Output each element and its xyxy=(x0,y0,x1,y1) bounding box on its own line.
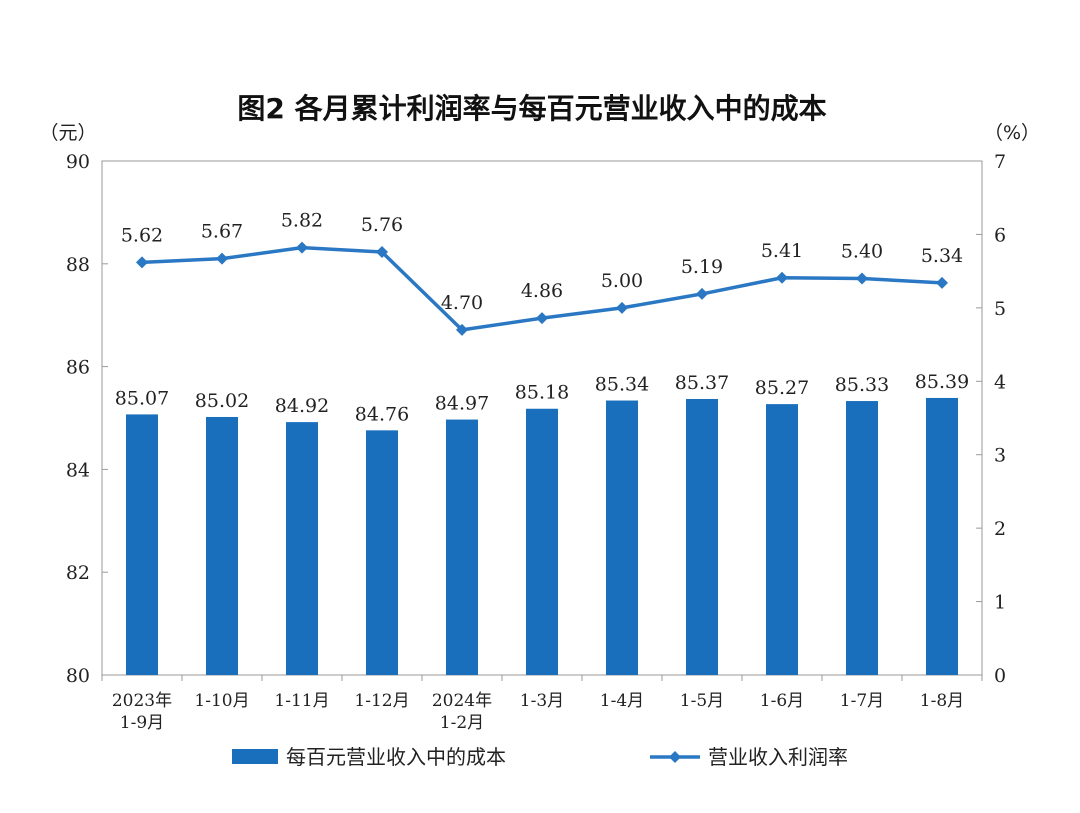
bar xyxy=(126,414,158,675)
x-axis-tick-label: 1-8月 xyxy=(920,691,964,711)
legend: 每百元营业收入中的成本 营业收入利润率 xyxy=(232,745,848,769)
line-value-label: 5.34 xyxy=(921,245,963,267)
x-axis-tick-label: 1-11月 xyxy=(274,691,329,711)
legend-bar-label: 每百元营业收入中的成本 xyxy=(286,745,506,769)
x-axis-tick-label: 1-3月 xyxy=(520,691,564,711)
x-axis-tick-label: 1-9月 xyxy=(120,713,164,733)
line-marker xyxy=(696,287,708,300)
bar-value-label: 85.39 xyxy=(915,371,969,393)
line-marker xyxy=(616,301,628,314)
right-axis-tick-label: 1 xyxy=(994,592,1006,614)
bar xyxy=(206,416,238,675)
x-axis-tick-label: 2023年 xyxy=(112,691,172,711)
bar-value-label: 85.34 xyxy=(595,374,649,396)
line-marker xyxy=(776,271,788,284)
x-axis-tick-label: 1-4月 xyxy=(600,691,644,711)
chart-title: 图2 各月累计利润率与每百元营业收入中的成本 xyxy=(237,92,826,125)
line-value-label: 5.41 xyxy=(761,240,803,262)
left-axis-tick-label: 84 xyxy=(66,459,90,481)
line-marker xyxy=(136,256,148,269)
legend-line-marker xyxy=(669,751,681,763)
bar xyxy=(926,397,958,675)
line-value-label: 5.76 xyxy=(361,214,403,236)
bar-series: 85.07 85.02 84.92 84.76 84.97 85.18 85.34 85.37… xyxy=(115,371,969,675)
line-marker xyxy=(376,246,388,259)
legend-bar-swatch xyxy=(232,749,278,764)
line-marker xyxy=(536,312,548,325)
line-value-label: 5.67 xyxy=(201,221,243,243)
right-axis-tick-label: 7 xyxy=(994,151,1006,173)
line-value-label: 5.40 xyxy=(841,240,883,262)
bar-value-label: 84.97 xyxy=(435,393,489,415)
right-axis-tick-label: 6 xyxy=(994,224,1006,246)
left-axis-tick-label: 86 xyxy=(66,357,90,379)
bar xyxy=(286,422,318,675)
x-axis-tick-label: 2024年 xyxy=(432,691,492,711)
legend-line-label: 营业收入利润率 xyxy=(708,745,848,769)
right-axis-tick-label: 5 xyxy=(994,298,1006,320)
bar xyxy=(446,419,478,675)
line-marker xyxy=(296,241,308,254)
x-axis-tick-label: 1-12月 xyxy=(354,691,409,711)
bar-value-label: 85.18 xyxy=(515,382,569,404)
x-axis-tick-label: 1-2月 xyxy=(440,713,484,733)
bar-value-label: 85.07 xyxy=(115,387,169,409)
line-marker xyxy=(216,252,228,265)
bar-value-label: 85.33 xyxy=(835,374,889,396)
line-value-label: 5.19 xyxy=(681,256,723,278)
x-axis-tick-label: 1-5月 xyxy=(680,691,724,711)
right-axis-unit: （%） xyxy=(984,122,1040,144)
bar xyxy=(686,398,718,675)
x-axis-tick-label: 1-10月 xyxy=(194,691,249,711)
line-series: 5.62 5.67 5.82 5.76 4.70 4.86 5.00 5.19 5.41 5.40… xyxy=(121,210,963,336)
bar xyxy=(526,408,558,675)
line-marker xyxy=(856,272,868,285)
line-value-label: 5.62 xyxy=(121,224,163,246)
bar-value-label: 85.02 xyxy=(195,390,249,412)
bar-value-label: 84.92 xyxy=(275,395,329,417)
right-axis-tick-label: 0 xyxy=(994,665,1006,687)
left-axis-tick-label: 82 xyxy=(66,562,90,584)
left-axis-tick-label: 80 xyxy=(66,665,90,687)
bar xyxy=(766,404,798,675)
line-marker xyxy=(456,323,468,336)
left-axis-tick-label: 90 xyxy=(66,151,90,173)
x-axis-tick-label: 1-6月 xyxy=(760,691,804,711)
right-axis-tick-label: 4 xyxy=(994,371,1006,393)
left-axis-unit: （元） xyxy=(39,122,96,144)
bar xyxy=(606,400,638,675)
line-value-label: 5.00 xyxy=(601,270,643,292)
bar-value-label: 85.37 xyxy=(675,372,729,394)
bar xyxy=(366,430,398,675)
bar-value-label: 85.27 xyxy=(755,377,809,399)
line-marker xyxy=(936,276,948,289)
left-axis-tick-label: 88 xyxy=(66,254,90,276)
line-value-label: 4.86 xyxy=(521,280,563,302)
line-value-label: 5.82 xyxy=(281,210,323,232)
line-value-label: 4.70 xyxy=(441,292,483,314)
x-axis-tick-label: 1-7月 xyxy=(840,691,884,711)
bar-value-label: 84.76 xyxy=(355,403,409,425)
right-axis-tick-label: 3 xyxy=(994,445,1006,467)
bar xyxy=(846,401,878,675)
right-axis-tick-label: 2 xyxy=(994,518,1006,540)
